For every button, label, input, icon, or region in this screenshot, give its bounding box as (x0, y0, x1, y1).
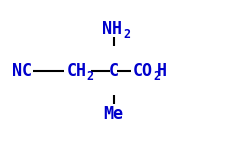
Text: NH: NH (102, 20, 122, 38)
Text: CH: CH (66, 61, 86, 80)
Text: C: C (109, 61, 119, 80)
Text: 2: 2 (124, 28, 131, 41)
Text: 2: 2 (87, 70, 94, 83)
Text: NC: NC (12, 61, 32, 80)
Text: H: H (157, 61, 167, 80)
Text: 2: 2 (153, 70, 161, 83)
Text: CO: CO (133, 61, 153, 80)
Text: Me: Me (104, 104, 124, 123)
